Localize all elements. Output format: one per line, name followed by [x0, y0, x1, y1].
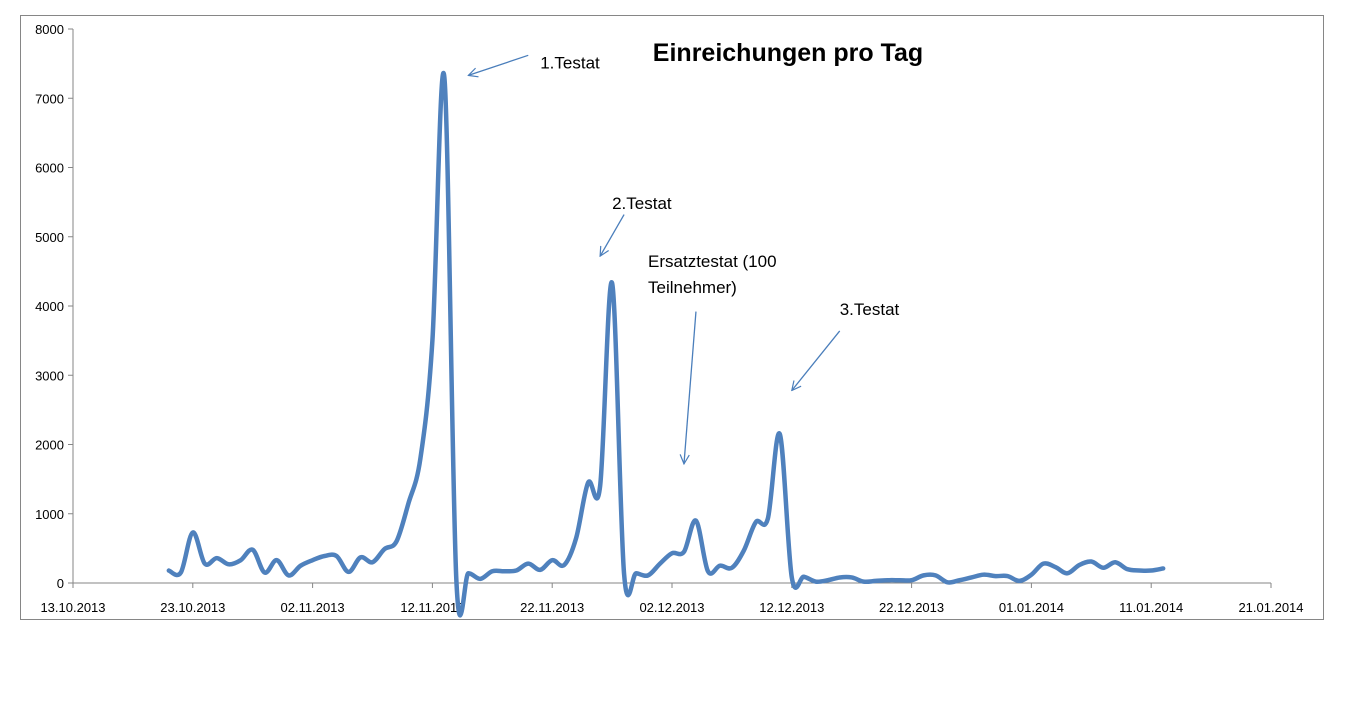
annotation-label: Teilnehmer): [648, 278, 737, 297]
x-tick-label: 12.12.2013: [759, 600, 824, 615]
x-tick-label: 11.01.2014: [1119, 600, 1183, 615]
x-tick-label: 02.11.2013: [281, 600, 345, 615]
x-tick-label: 21.01.2014: [1238, 600, 1303, 615]
y-tick-label: 6000: [35, 161, 64, 176]
x-tick-label: 02.12.2013: [639, 600, 704, 615]
x-tick-label: 22.12.2013: [879, 600, 944, 615]
y-tick-label: 5000: [35, 230, 64, 245]
line-chart: Einreichungen pro Tag 0 1000 2000 3000 4000 5…: [35, 22, 1304, 618]
y-tick-label: 1000: [35, 507, 64, 522]
y-tick-label: 3000: [35, 368, 64, 383]
y-tick-label: 4000: [35, 299, 64, 314]
series-layer: [166, 71, 1166, 618]
x-tick-label: 13.10.2013: [40, 600, 105, 615]
x-tick-label: 22.11.2013: [520, 600, 584, 615]
y-tick-label: 8000: [35, 22, 64, 37]
annotation-label: 2.Testat: [612, 194, 672, 213]
y-tick-label: 0: [57, 576, 64, 591]
annotation-arrow: [600, 214, 625, 257]
annotation-arrow: [468, 54, 529, 75]
annotation-arrow: [684, 311, 697, 464]
axes: 0 1000 2000 3000 4000 5000 6000 7000 8000 13.10.2…: [35, 22, 1303, 615]
annotation-label: 3.Testat: [840, 300, 900, 319]
annotation-label: Ersatztestat (100: [648, 252, 777, 271]
y-tick-label: 7000: [35, 91, 64, 106]
chart-title: Einreichungen pro Tag: [653, 39, 923, 67]
x-tick-label: 23.10.2013: [160, 600, 225, 615]
chart-frame: Einreichungen pro Tag 0 1000 2000 3000 4000 5…: [20, 15, 1324, 620]
annotation-layer: 1.Testat 2.Testat Ersatztestat (100 Teilneh…: [468, 53, 900, 464]
annotation-arrow: [792, 330, 841, 391]
y-tick-label: 2000: [35, 438, 64, 453]
series-line: [166, 71, 1166, 618]
x-tick-label: 12.11.2013: [400, 600, 464, 615]
annotation-label: 1.Testat: [540, 53, 600, 72]
x-tick-label: 01.01.2014: [999, 600, 1064, 615]
